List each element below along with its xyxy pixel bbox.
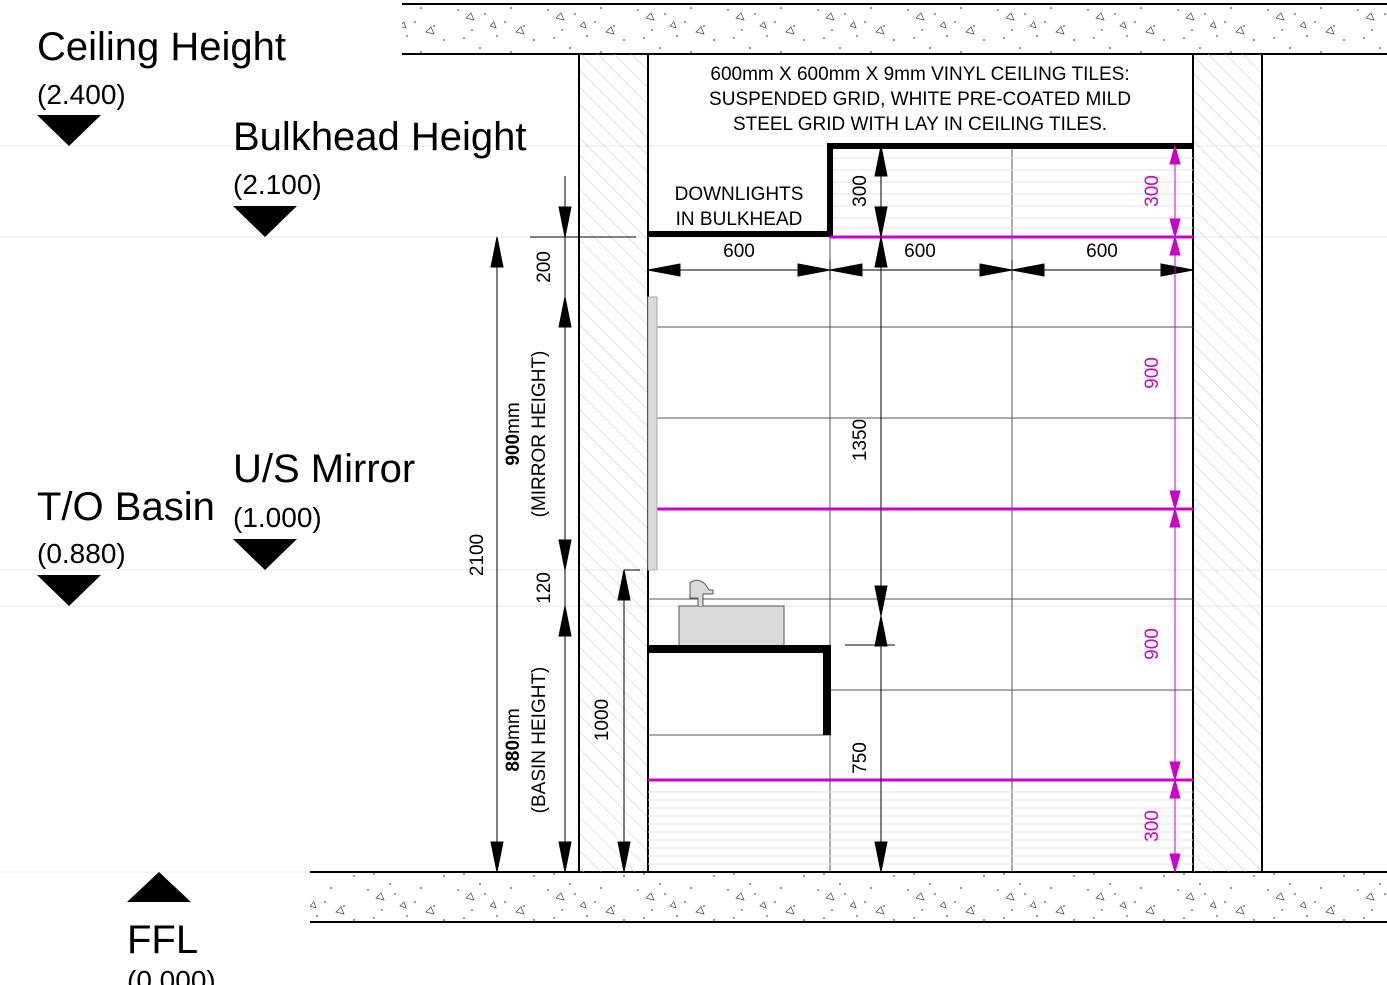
dim-mirror-height: 900mm	[503, 402, 524, 465]
bulkhead	[648, 143, 1193, 237]
left-wall	[578, 54, 649, 872]
dim-upper-span: 1350	[850, 419, 871, 461]
dim-total-height: 2100	[467, 534, 488, 576]
dim-mirror-label: (MIRROR HEIGHT)	[529, 351, 550, 518]
level-ceiling: Ceiling Height (2.400)	[37, 25, 286, 146]
level-mirror: U/S Mirror (1.000)	[233, 447, 415, 570]
dim-above-mirror: 200	[534, 251, 555, 283]
ceiling-note-line-2: SUSPENDED GRID, WHITE PRE-COATED MILD	[709, 89, 1131, 110]
ceiling-note: 600mm X 600mm X 9mm VINYL CEILING TILES:…	[709, 64, 1131, 135]
mirror	[647, 296, 658, 571]
wall-tile-grid	[648, 146, 1193, 872]
dim-tile-width-2: 600	[904, 241, 936, 262]
level-ffl-title: FFL	[127, 918, 198, 962]
tile-setout-lines	[648, 235, 1193, 782]
level-bulkhead: Bulkhead Height (2.100)	[233, 115, 527, 237]
level-down-triangle-icon	[233, 206, 297, 237]
dim-tile-row-bottom: 300	[1142, 810, 1163, 842]
level-mirror-title: U/S Mirror	[233, 447, 415, 491]
level-down-triangle-icon	[37, 115, 101, 146]
level-down-triangle-icon	[233, 539, 297, 570]
level-basin-title: T/O Basin	[37, 485, 215, 529]
dim-bulkhead-depth: 300	[850, 175, 871, 207]
dim-tile-row-lower: 900	[1142, 628, 1163, 660]
dim-tile-width-3: 600	[1086, 241, 1118, 262]
downlights-note-line-2: IN BULKHEAD	[676, 209, 803, 230]
dim-tile-row-upper: 900	[1142, 357, 1163, 389]
level-ffl-value: (0.000)	[127, 965, 216, 985]
dim-basin-height: 880mm	[503, 708, 524, 771]
level-ffl: FFL (0.000)	[127, 872, 216, 985]
downlights-note-line-1: DOWNLIGHTS	[675, 184, 804, 205]
dim-lower-span: 750	[850, 742, 871, 774]
level-up-triangle-icon	[127, 872, 191, 902]
dim-basin-label: (BASIN HEIGHT)	[529, 667, 550, 814]
level-mirror-value: (1.000)	[233, 502, 322, 533]
right-wall	[1192, 54, 1263, 872]
ceiling-note-line-1: 600mm X 600mm X 9mm VINYL CEILING TILES:	[710, 64, 1129, 85]
level-ceiling-title: Ceiling Height	[37, 25, 286, 69]
ceiling-note-line-3: STEEL GRID WITH LAY IN CEILING TILES.	[733, 114, 1107, 135]
tile-setout-dimensions	[1169, 144, 1181, 874]
dim-tile-row-top: 300	[1142, 175, 1163, 207]
floor-slab	[310, 871, 1387, 923]
dim-mirror-level: 1000	[592, 699, 613, 741]
ceiling-slab	[402, 3, 1387, 55]
level-basin: T/O Basin (0.880)	[37, 485, 215, 606]
level-bulkhead-value: (2.100)	[233, 169, 322, 200]
downlights-note: DOWNLIGHTS IN BULKHEAD	[675, 184, 804, 230]
level-bulkhead-title: Bulkhead Height	[233, 115, 527, 159]
level-ceiling-value: (2.400)	[37, 79, 126, 110]
skirting-tile-hatch	[648, 157, 1193, 865]
dim-gap-mirror-basin: 120	[534, 572, 555, 604]
level-down-triangle-icon	[37, 575, 101, 606]
vanity-unit	[648, 579, 831, 735]
level-basin-value: (0.880)	[37, 538, 126, 569]
dim-tile-width-1: 600	[723, 241, 755, 262]
dimension-lines	[490, 145, 1194, 873]
dimension-texts: 600 600 600 300 1350 750 200 120 2100 10…	[467, 175, 1163, 842]
